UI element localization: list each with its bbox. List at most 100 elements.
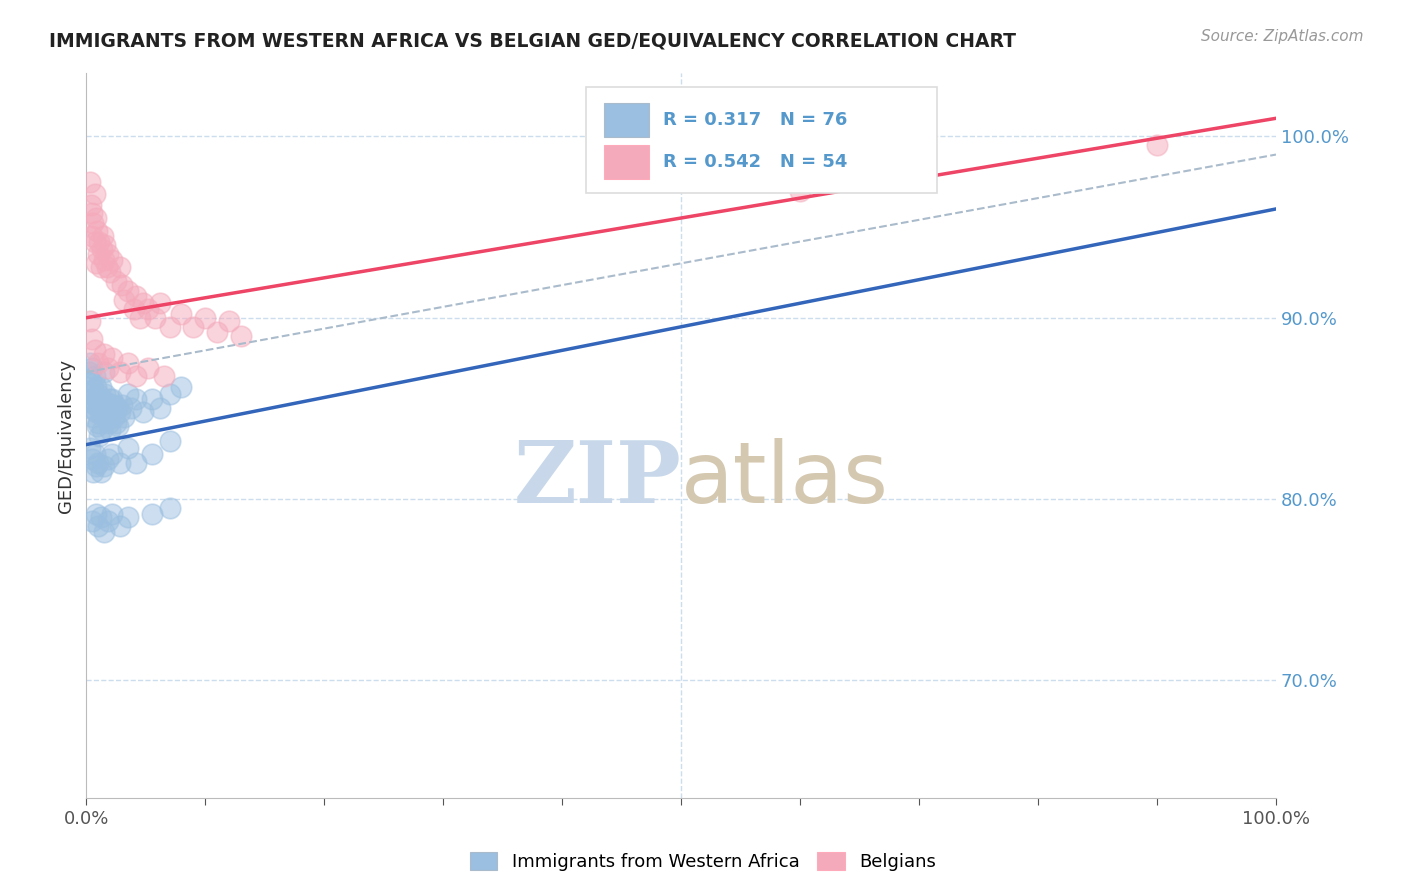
Point xyxy=(96,260,118,274)
Point xyxy=(84,256,107,270)
Text: atlas: atlas xyxy=(681,438,889,521)
Point xyxy=(98,265,121,279)
Point xyxy=(93,398,115,412)
Point xyxy=(125,456,148,470)
Text: R = 0.542   N = 54: R = 0.542 N = 54 xyxy=(664,153,848,171)
Point xyxy=(108,519,131,533)
Point xyxy=(86,224,108,238)
Point xyxy=(79,314,101,328)
Point xyxy=(82,452,104,467)
Point xyxy=(90,423,112,437)
Point xyxy=(105,401,128,416)
Text: IMMIGRANTS FROM WESTERN AFRICA VS BELGIAN GED/EQUIVALENCY CORRELATION CHART: IMMIGRANTS FROM WESTERN AFRICA VS BELGIA… xyxy=(49,31,1017,50)
Point xyxy=(82,205,104,219)
Point xyxy=(97,247,120,261)
Point xyxy=(97,514,120,528)
Point xyxy=(87,456,110,470)
Point xyxy=(97,396,120,410)
Point xyxy=(93,252,115,267)
Point xyxy=(1146,138,1168,153)
Point xyxy=(128,310,150,325)
Point xyxy=(90,260,112,274)
Point xyxy=(149,401,172,416)
Point xyxy=(218,314,240,328)
Point xyxy=(117,356,139,370)
Point xyxy=(82,392,104,407)
Point xyxy=(108,365,131,379)
Point xyxy=(84,379,107,393)
Point xyxy=(93,347,115,361)
Point xyxy=(87,519,110,533)
Point xyxy=(80,401,103,416)
Point xyxy=(101,447,124,461)
Point xyxy=(183,319,205,334)
Point xyxy=(89,235,111,249)
Point xyxy=(87,356,110,370)
Point xyxy=(152,368,174,383)
Point xyxy=(91,229,114,244)
Point xyxy=(125,368,148,383)
Point xyxy=(108,405,131,419)
Point xyxy=(141,507,163,521)
Point xyxy=(101,252,124,267)
Text: R = 0.317   N = 76: R = 0.317 N = 76 xyxy=(664,112,848,129)
Text: ZIP: ZIP xyxy=(513,437,681,521)
Point xyxy=(101,507,124,521)
Point xyxy=(98,392,121,407)
Point xyxy=(108,260,131,274)
Y-axis label: GED/Equivalency: GED/Equivalency xyxy=(58,359,75,513)
Point xyxy=(159,387,181,401)
Point xyxy=(90,379,112,393)
Point xyxy=(94,238,117,252)
Point xyxy=(103,410,125,425)
Point xyxy=(229,329,252,343)
Point xyxy=(105,416,128,430)
Point xyxy=(82,333,104,347)
Point xyxy=(89,428,111,442)
Legend: Immigrants from Western Africa, Belgians: Immigrants from Western Africa, Belgians xyxy=(463,845,943,879)
Point xyxy=(82,514,104,528)
Point xyxy=(117,284,139,298)
Point xyxy=(84,405,107,419)
Point xyxy=(90,510,112,524)
Point xyxy=(205,325,228,339)
Point xyxy=(159,434,181,448)
Point xyxy=(136,361,159,376)
Point xyxy=(82,410,104,425)
Point xyxy=(90,465,112,479)
Point xyxy=(159,319,181,334)
Point xyxy=(132,296,155,310)
Point xyxy=(83,398,105,412)
Point xyxy=(789,184,811,198)
Point xyxy=(93,365,115,379)
FancyBboxPatch shape xyxy=(586,87,936,193)
Point xyxy=(87,416,110,430)
Point xyxy=(121,401,143,416)
Point xyxy=(117,510,139,524)
Point xyxy=(87,247,110,261)
Point xyxy=(136,301,159,316)
Text: Source: ZipAtlas.com: Source: ZipAtlas.com xyxy=(1201,29,1364,44)
Point xyxy=(89,401,111,416)
Point xyxy=(93,459,115,474)
Point xyxy=(125,392,148,407)
Point xyxy=(170,379,193,393)
Point xyxy=(159,501,181,516)
Point xyxy=(104,398,127,412)
Point xyxy=(101,392,124,407)
Point xyxy=(86,419,108,434)
Point xyxy=(117,387,139,401)
Point xyxy=(112,410,135,425)
Point xyxy=(105,275,128,289)
Point xyxy=(141,392,163,407)
Point xyxy=(82,229,104,244)
Bar xyxy=(603,103,650,136)
Point xyxy=(83,187,105,202)
Point xyxy=(111,398,134,412)
Point xyxy=(107,419,129,434)
Point xyxy=(132,405,155,419)
Point xyxy=(84,507,107,521)
Point xyxy=(82,361,104,376)
Point xyxy=(93,524,115,539)
Point xyxy=(108,456,131,470)
